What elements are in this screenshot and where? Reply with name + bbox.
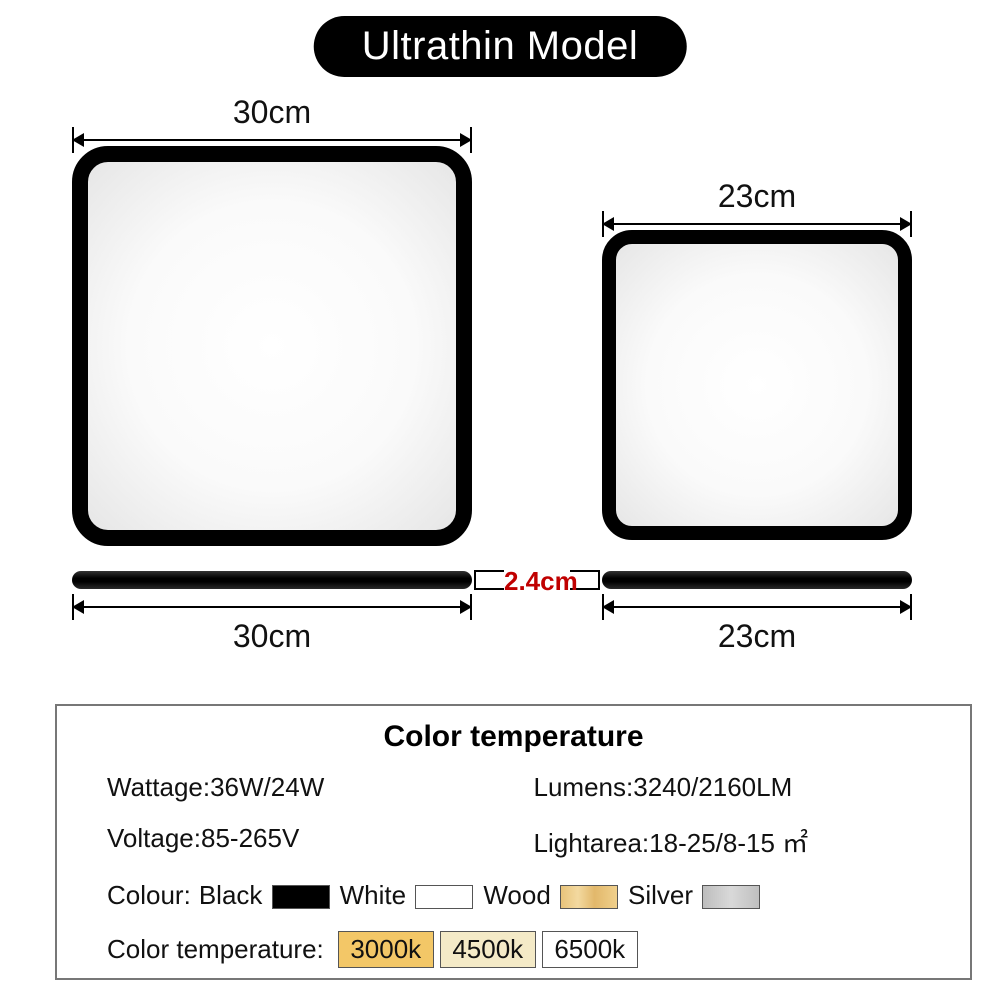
spec-ct-label: Color temperature: xyxy=(107,934,324,965)
dim-large-bottom: 30cm xyxy=(72,600,472,657)
ct-chip: 3000k xyxy=(338,931,434,968)
colour-option-name: Black xyxy=(199,880,270,910)
dim-small-top: 23cm xyxy=(602,178,912,231)
spec-lightarea-label: Lightarea: xyxy=(534,828,650,858)
profile-bar-large xyxy=(72,571,472,589)
spec-lumens-label: Lumens: xyxy=(534,772,634,802)
spec-voltage-value: 85-265V xyxy=(201,823,299,853)
dim-arrow xyxy=(72,600,472,614)
spec-voltage: Voltage:85-265V xyxy=(107,823,494,860)
dim-arrow xyxy=(602,600,912,614)
dim-large-top: 30cm xyxy=(72,94,472,147)
ct-chip: 6500k xyxy=(542,931,638,968)
dim-small-top-label: 23cm xyxy=(602,178,912,215)
spec-ct-row: Color temperature: 3000k4500k6500k xyxy=(107,931,920,968)
product-panel-small xyxy=(602,230,912,540)
colour-option-name: White xyxy=(340,880,414,910)
product-panel-large xyxy=(72,146,472,546)
colour-swatch xyxy=(702,885,760,909)
spec-colour-label: Colour: xyxy=(107,880,191,911)
dim-arrow xyxy=(602,217,912,231)
thickness-label: 2.4cm xyxy=(504,566,578,597)
colour-swatch xyxy=(272,885,330,909)
colour-swatch xyxy=(415,885,473,909)
colour-swatch xyxy=(560,885,618,909)
spec-voltage-label: Voltage: xyxy=(107,823,201,853)
colour-option-name: Wood xyxy=(483,880,558,910)
dim-small-bottom-label: 23cm xyxy=(602,618,912,655)
spec-lumens-value: 3240/2160LM xyxy=(633,772,792,802)
spec-grid: Wattage:36W/24W Lumens:3240/2160LM Volta… xyxy=(87,772,940,968)
dim-large-bottom-label: 30cm xyxy=(72,618,472,655)
dim-large-top-label: 30cm xyxy=(72,94,472,131)
spec-lightarea: Lightarea:18-25/8-15 ㎡ xyxy=(534,823,921,860)
spec-title: Color temperature xyxy=(87,720,940,754)
spec-box: Color temperature Wattage:36W/24W Lumens… xyxy=(55,704,972,980)
spec-colour-options: Black White Wood Silver xyxy=(199,880,770,911)
spec-wattage: Wattage:36W/24W xyxy=(107,772,494,803)
title-text: Ultrathin Model xyxy=(362,24,639,68)
spec-lightarea-value: 18-25/8-15 ㎡ xyxy=(649,828,808,858)
spec-colour-row: Colour: Black White Wood Silver xyxy=(107,880,920,911)
spec-ct-options: 3000k4500k6500k xyxy=(338,931,644,968)
spec-wattage-value: 36W/24W xyxy=(210,772,324,802)
title-pill: Ultrathin Model xyxy=(314,16,687,77)
ct-chip: 4500k xyxy=(440,931,536,968)
profile-bar-small xyxy=(602,571,912,589)
dim-arrow xyxy=(72,133,472,147)
spec-wattage-label: Wattage: xyxy=(107,772,210,802)
spec-lumens: Lumens:3240/2160LM xyxy=(534,772,921,803)
colour-option-name: Silver xyxy=(628,880,700,910)
dim-small-bottom: 23cm xyxy=(602,600,912,657)
